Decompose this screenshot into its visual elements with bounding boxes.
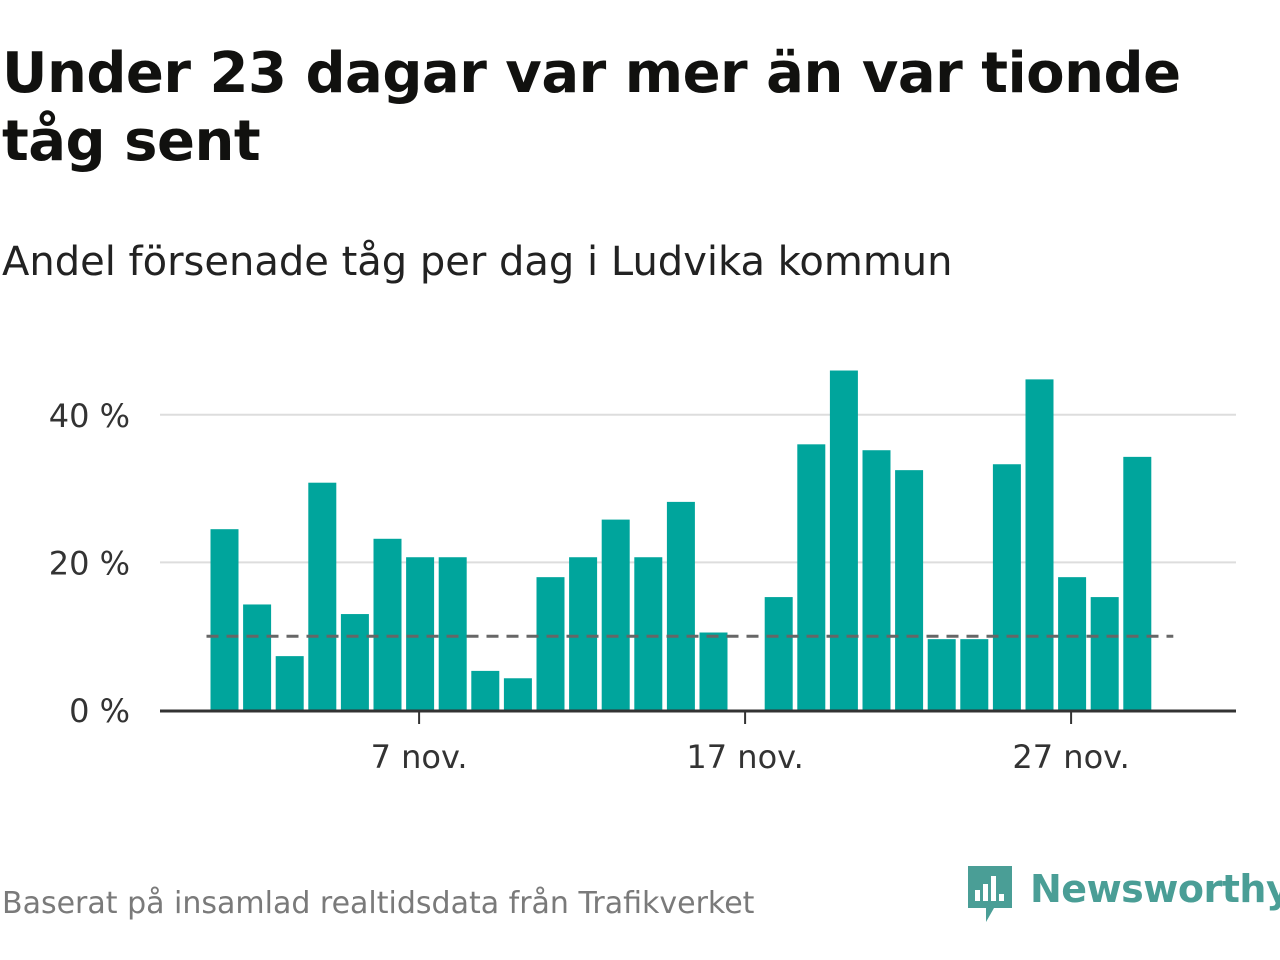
- bars: [210, 370, 1152, 710]
- x-tick-label: 27 nov.: [1012, 738, 1129, 776]
- bar-chart-speech-bubble-icon: [968, 866, 1012, 922]
- y-tick-label: 40 %: [49, 397, 130, 435]
- x-tick-label: 17 nov.: [686, 738, 803, 776]
- bar: [960, 639, 989, 710]
- y-tick-label: 20 %: [49, 544, 130, 582]
- bar: [829, 370, 858, 710]
- bar: [601, 519, 630, 710]
- bar: [797, 444, 826, 710]
- bar: [210, 529, 239, 710]
- bar: [992, 464, 1021, 710]
- bar: [471, 670, 500, 710]
- bar: [406, 557, 435, 710]
- bar: [1058, 577, 1087, 710]
- bar: [308, 482, 337, 710]
- bar: [536, 577, 565, 710]
- brand: Newsworthy: [964, 862, 1280, 926]
- bar: [699, 632, 728, 710]
- bar: [862, 450, 891, 710]
- axes: [160, 709, 1236, 724]
- bar: [275, 656, 304, 710]
- tick-labels: 0 % 20 % 40 % 7 nov. 17 nov. 27 nov.: [49, 397, 1130, 776]
- bar: [1025, 379, 1054, 710]
- bar: [340, 614, 369, 710]
- bar-chart: 0 % 20 % 40 % 7 nov. 17 nov. 27 nov.: [49, 370, 1236, 776]
- source-note: Baserat på insamlad realtidsdata från Tr…: [2, 886, 755, 921]
- bar: [666, 501, 695, 710]
- x-tick-label: 7 nov.: [371, 738, 468, 776]
- bar: [373, 538, 402, 710]
- bar: [895, 470, 924, 710]
- chart-subtitle: Andel försenade tåg per dag i Ludvika ko…: [2, 239, 953, 285]
- bar: [764, 597, 793, 710]
- bar: [569, 557, 598, 710]
- bar: [634, 557, 663, 710]
- chart-title: Under 23 dagar var mer än var tionde tåg…: [2, 41, 1181, 174]
- bar: [1123, 456, 1152, 710]
- brand-name: Newsworthy: [1030, 867, 1280, 911]
- bar: [243, 604, 272, 710]
- bar: [503, 678, 532, 710]
- y-tick-label: 0 %: [69, 692, 130, 730]
- bar: [927, 639, 956, 710]
- bar: [1090, 597, 1119, 710]
- gridlines: [160, 413, 1236, 564]
- bar: [438, 557, 467, 710]
